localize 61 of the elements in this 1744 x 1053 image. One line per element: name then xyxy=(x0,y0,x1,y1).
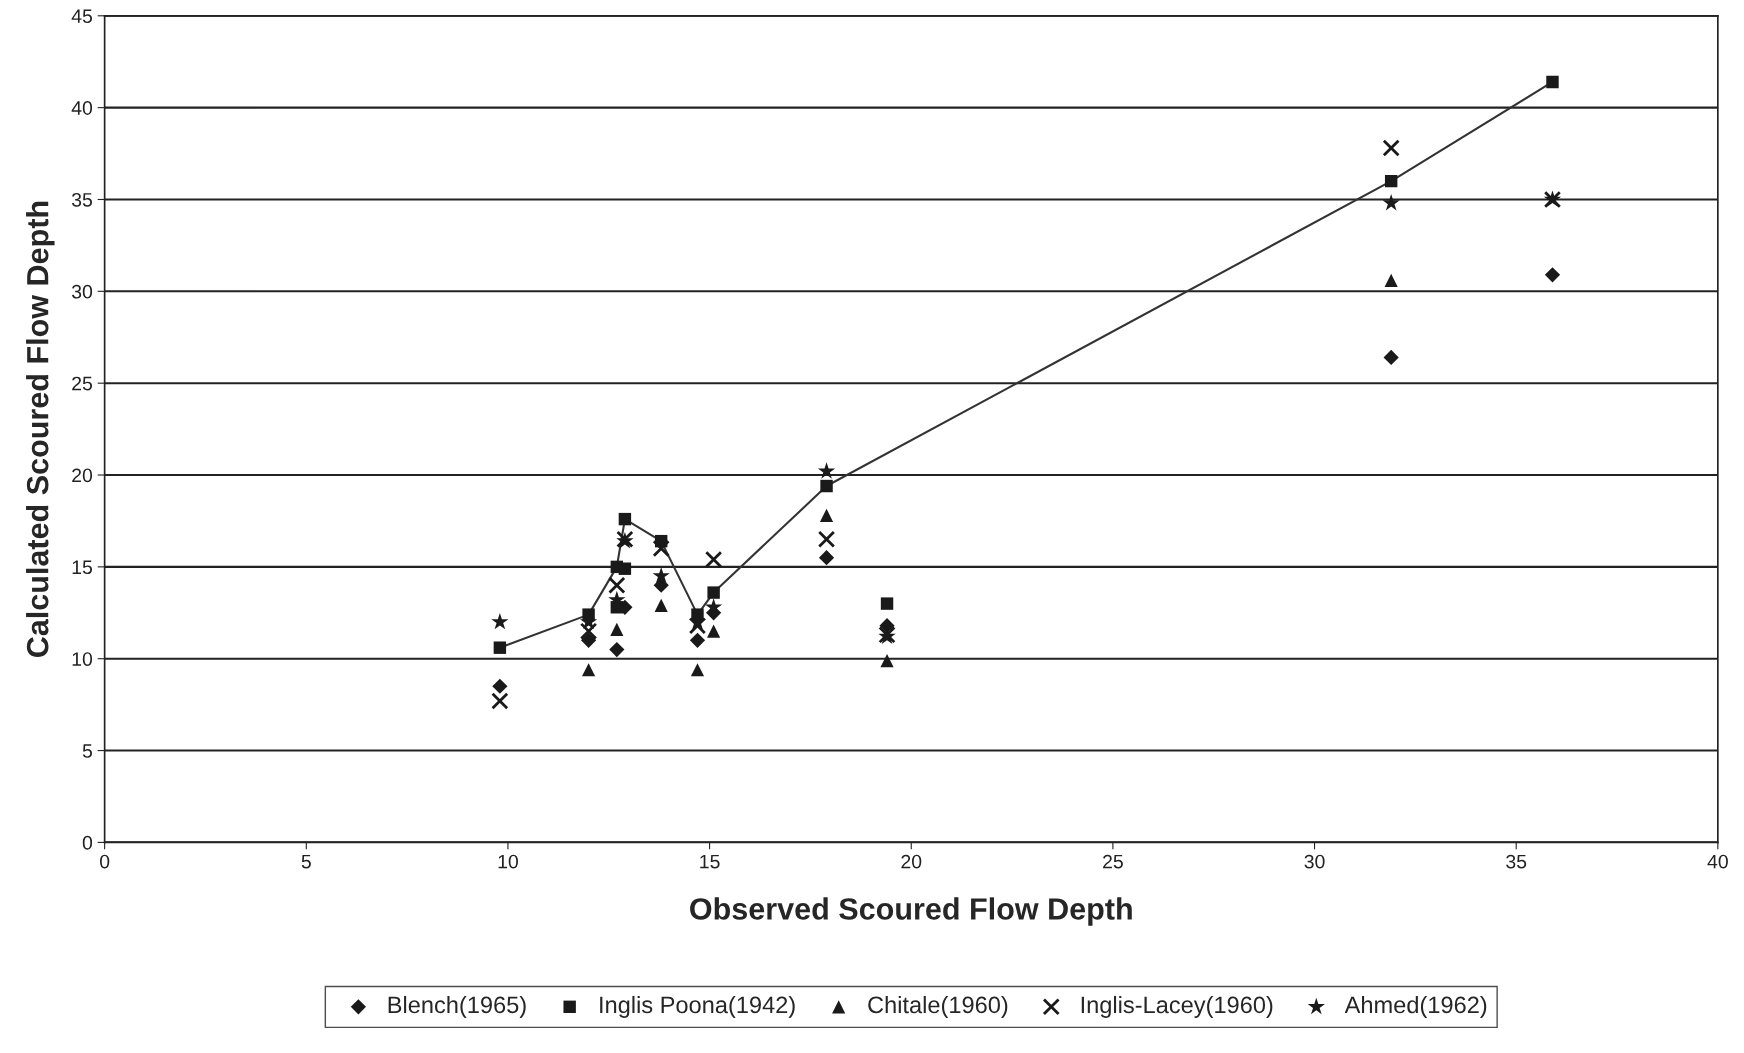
point xyxy=(1544,267,1561,283)
y-tick-label: 35 xyxy=(71,192,93,207)
x-axis-title: Observed Scoured Flow Depth xyxy=(690,897,1132,926)
point xyxy=(652,567,670,584)
point xyxy=(820,479,833,493)
point xyxy=(608,576,626,594)
point xyxy=(688,616,707,635)
point xyxy=(618,512,632,526)
y-tick-label: 15 xyxy=(72,560,93,575)
point xyxy=(707,586,720,599)
y-tick-label: 5 xyxy=(82,744,93,758)
legend-label: Inglis Poona(1942) xyxy=(600,995,795,1018)
x-tick-label: 0 xyxy=(99,854,110,869)
point xyxy=(689,632,706,648)
x-tick-label: 20 xyxy=(901,854,922,869)
point xyxy=(610,622,624,636)
legend-label: Inglis-Lacey(1960) xyxy=(1081,995,1273,1018)
legend-label: Chitale(1960) xyxy=(868,995,1008,1018)
x-tick-label: 10 xyxy=(498,854,518,869)
point xyxy=(1383,349,1399,366)
point xyxy=(1384,174,1398,188)
point xyxy=(817,462,836,479)
x-tick-label: 5 xyxy=(301,854,311,869)
point xyxy=(880,653,894,668)
y-tick-label: 0 xyxy=(82,835,93,850)
y-tick-label: 20 xyxy=(72,468,93,483)
point xyxy=(654,598,668,613)
x-tick-label: 30 xyxy=(1304,854,1325,869)
point xyxy=(609,641,625,658)
y-tick-label: 25 xyxy=(72,376,93,391)
point xyxy=(1384,273,1398,287)
y-tick-label: 45 xyxy=(71,9,93,24)
point xyxy=(618,562,632,575)
point xyxy=(880,597,894,610)
x-tick-label: 25 xyxy=(1103,854,1123,869)
point xyxy=(707,624,721,638)
point xyxy=(690,663,705,677)
y-tick-label: 30 xyxy=(71,284,93,299)
y-tick-label: 10 xyxy=(72,652,93,666)
point xyxy=(491,612,509,630)
y-axis-title: Calculated Scoured Flow Depth xyxy=(26,201,55,658)
point xyxy=(1382,194,1400,211)
point xyxy=(492,678,508,694)
point xyxy=(704,550,723,569)
point xyxy=(491,692,509,710)
point xyxy=(1546,75,1559,89)
point xyxy=(579,622,598,640)
point xyxy=(1382,139,1400,157)
point xyxy=(652,539,670,558)
point xyxy=(819,508,834,523)
point xyxy=(818,550,835,566)
point xyxy=(582,663,596,677)
point xyxy=(817,530,836,548)
x-tick-label: 35 xyxy=(1506,854,1527,869)
legend-label: Blench(1965) xyxy=(388,995,526,1018)
y-tick-label: 40 xyxy=(71,101,93,115)
x-tick-label: 15 xyxy=(700,854,720,869)
legend-label: Ahmed(1962) xyxy=(1344,995,1487,1018)
point xyxy=(580,632,597,648)
point xyxy=(493,641,507,654)
x-tick-label: 40 xyxy=(1707,854,1728,869)
